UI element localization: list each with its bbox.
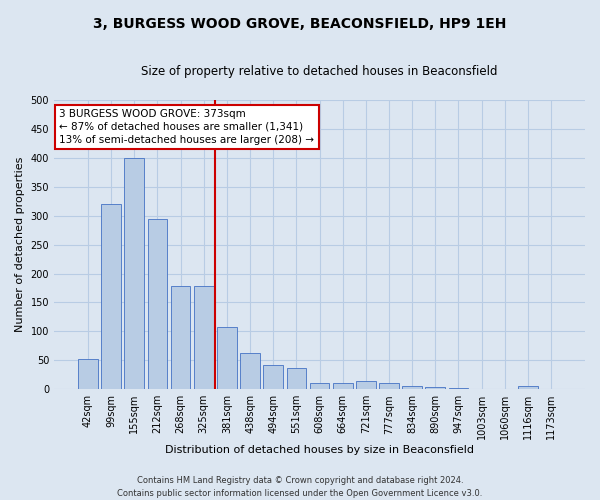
Y-axis label: Number of detached properties: Number of detached properties: [15, 157, 25, 332]
Bar: [124, 158, 144, 389]
Bar: [518, 386, 538, 389]
Bar: [402, 386, 422, 389]
Bar: [541, 388, 561, 389]
Text: 3, BURGESS WOOD GROVE, BEACONSFIELD, HP9 1EH: 3, BURGESS WOOD GROVE, BEACONSFIELD, HP9…: [94, 18, 506, 32]
Bar: [379, 384, 399, 389]
Bar: [356, 381, 376, 389]
Text: 3 BURGESS WOOD GROVE: 373sqm
← 87% of detached houses are smaller (1,341)
13% of: 3 BURGESS WOOD GROVE: 373sqm ← 87% of de…: [59, 108, 314, 145]
Bar: [217, 328, 237, 389]
Bar: [472, 388, 491, 389]
Bar: [425, 388, 445, 389]
Bar: [310, 383, 329, 389]
Bar: [495, 388, 515, 389]
Bar: [194, 286, 214, 389]
Bar: [333, 384, 353, 389]
Bar: [263, 365, 283, 389]
Bar: [287, 368, 306, 389]
Bar: [148, 218, 167, 389]
Text: Contains HM Land Registry data © Crown copyright and database right 2024.
Contai: Contains HM Land Registry data © Crown c…: [118, 476, 482, 498]
Bar: [78, 359, 98, 389]
Bar: [101, 204, 121, 389]
X-axis label: Distribution of detached houses by size in Beaconsfield: Distribution of detached houses by size …: [165, 445, 474, 455]
Title: Size of property relative to detached houses in Beaconsfield: Size of property relative to detached ho…: [141, 65, 498, 78]
Bar: [449, 388, 468, 389]
Bar: [240, 353, 260, 389]
Bar: [171, 286, 190, 389]
